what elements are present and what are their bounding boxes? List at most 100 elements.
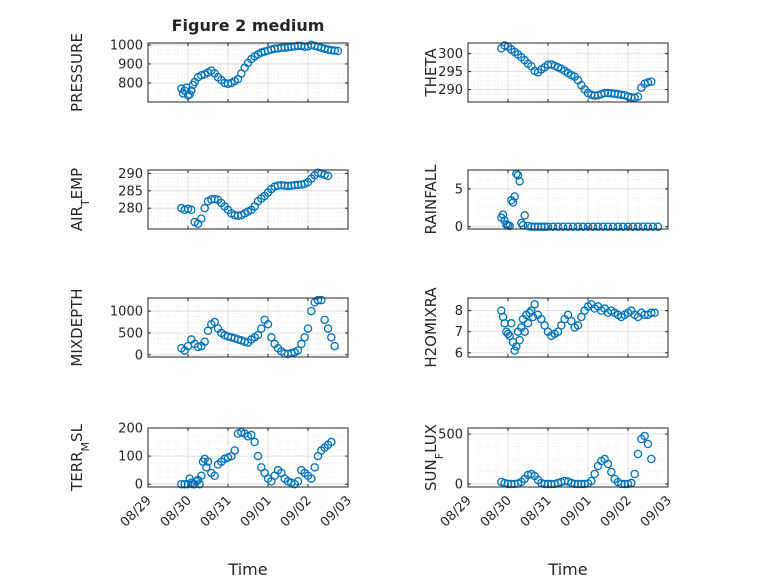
y-tick-label: 900 xyxy=(118,57,143,72)
axes-box xyxy=(147,297,349,358)
y-tick-label: 0 xyxy=(135,478,143,493)
data-point xyxy=(520,327,529,336)
figure-title: Figure 2 medium xyxy=(172,16,325,35)
data-point xyxy=(333,46,343,56)
data-point xyxy=(297,339,306,349)
data-point xyxy=(257,324,266,333)
data-point xyxy=(187,86,196,95)
data-point xyxy=(567,316,576,326)
subplot-terrmsl: 0 100 200 08/29 08/30 08/31 09/01 09/02 09/03 TER… xyxy=(68,422,355,580)
data-point xyxy=(653,222,663,231)
data-point xyxy=(598,222,608,231)
data-point xyxy=(203,457,213,466)
x-tick-label: 08/29 xyxy=(118,493,155,530)
data-point xyxy=(515,177,524,186)
data-point xyxy=(203,326,213,336)
y-tick-label: 6 xyxy=(455,346,463,361)
data-point xyxy=(200,337,209,346)
y-tick-label: 300 xyxy=(438,47,463,62)
data-point xyxy=(210,194,219,204)
data-point xyxy=(648,222,658,231)
x-tick-label: 08/30 xyxy=(158,493,195,530)
data-point xyxy=(603,459,613,469)
y-tick-label: 290 xyxy=(438,83,463,98)
data-point xyxy=(593,222,603,231)
x-tick-label: 08/30 xyxy=(478,493,515,530)
data-point xyxy=(613,222,623,231)
axes-box xyxy=(467,427,669,488)
data-point xyxy=(543,222,553,231)
data-point xyxy=(293,346,303,355)
data-point xyxy=(247,430,256,440)
y-tick-label: 295 xyxy=(438,65,463,80)
y-axis-label: SUNFLUX xyxy=(422,424,446,491)
data-point xyxy=(573,321,583,330)
y-tick-label: 800 xyxy=(118,76,143,91)
subplot-mixdepth: 0 500 1000 MIXDEPTH xyxy=(68,288,349,367)
data-point xyxy=(503,329,513,339)
data-point xyxy=(553,327,563,336)
data-point xyxy=(633,92,643,101)
data-point xyxy=(568,222,578,231)
data-point xyxy=(185,90,194,99)
data-point xyxy=(633,222,643,231)
data-point xyxy=(577,312,586,322)
y-tick-label: 0 xyxy=(135,348,143,363)
y-tick-label: 290 xyxy=(118,167,143,182)
data-point xyxy=(327,437,336,447)
axes-box xyxy=(467,169,669,230)
data-point xyxy=(317,295,326,305)
y-axis-label: H2OMIXRA xyxy=(422,287,440,368)
data-point xyxy=(510,346,519,355)
data-point xyxy=(647,77,656,86)
data-point xyxy=(293,477,303,486)
subplot-rainfall: 0 5 RAINFALL xyxy=(422,164,669,235)
data-point xyxy=(583,222,593,231)
data-point xyxy=(320,315,329,325)
data-point xyxy=(202,463,211,472)
axes-box xyxy=(467,297,669,358)
y-axis-label: TERRMSL xyxy=(68,423,92,492)
y-tick-label: 280 xyxy=(118,202,143,217)
y-axis-label: THETA xyxy=(422,48,440,98)
x-tick-label: 09/02 xyxy=(598,493,635,530)
x-tick-label: 08/31 xyxy=(198,493,235,530)
data-point xyxy=(520,211,529,220)
x-tick-label: 09/01 xyxy=(238,493,275,530)
y-axis-label: MIXDEPTH xyxy=(68,288,86,366)
data-point xyxy=(638,222,648,231)
data-point xyxy=(647,454,656,464)
y-tick-label: 0 xyxy=(455,478,463,493)
data-point xyxy=(187,205,196,215)
data-point xyxy=(573,222,583,231)
data-point xyxy=(523,319,533,328)
data-point xyxy=(588,222,598,231)
data-point xyxy=(195,479,204,489)
series-terrmsl xyxy=(177,427,336,489)
y-tick-label: 285 xyxy=(118,184,143,199)
data-point xyxy=(517,218,526,228)
data-point xyxy=(210,317,219,327)
y-tick-label: 5 xyxy=(455,182,463,197)
data-point xyxy=(197,214,206,223)
data-point xyxy=(507,319,516,328)
x-axis-label: Time xyxy=(547,560,587,579)
series-h2omixra xyxy=(497,300,659,355)
data-point xyxy=(323,171,333,181)
x-tick-label: 09/01 xyxy=(558,493,595,530)
data-point xyxy=(647,308,656,317)
subplot-airtemp: 280 285 290 AIRTEMP xyxy=(68,167,349,231)
axes-background xyxy=(468,298,668,357)
subplot-pressure: 800 900 1000 PRESSURE Figure 2 medium xyxy=(68,16,349,112)
data-point xyxy=(643,439,653,449)
data-point xyxy=(640,431,649,441)
y-tick-label: 200 xyxy=(118,422,143,437)
data-point xyxy=(557,321,566,330)
series-pressure xyxy=(177,40,343,100)
data-point xyxy=(643,78,653,87)
axes-background xyxy=(148,43,348,102)
data-point xyxy=(193,342,203,352)
data-point xyxy=(505,331,514,341)
y-tick-label: 0 xyxy=(455,220,463,235)
